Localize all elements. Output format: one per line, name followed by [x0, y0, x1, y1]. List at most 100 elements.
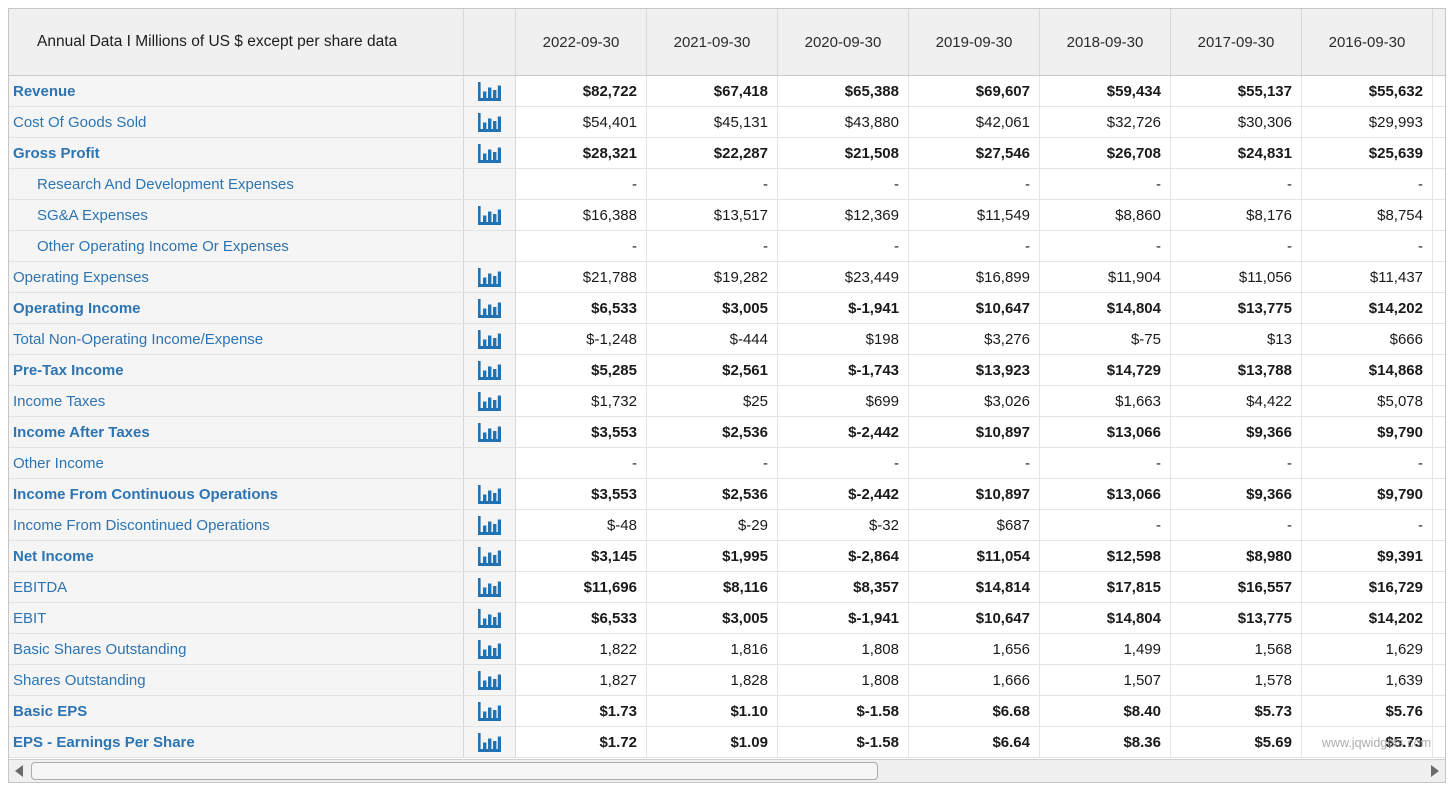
row-chart-button-cell[interactable]	[464, 138, 516, 168]
row-chart-button-cell[interactable]	[464, 107, 516, 137]
bar-chart-icon[interactable]	[478, 112, 501, 132]
row-label-link[interactable]: Other Income	[9, 448, 464, 478]
value-cell: $55,137	[1171, 76, 1302, 106]
value-cell: $11,437	[1302, 262, 1433, 292]
row-label-link[interactable]: Research And Development Expenses	[9, 169, 464, 199]
row-stub-cell	[1433, 324, 1445, 354]
row-chart-button-cell[interactable]	[464, 510, 516, 540]
row-chart-button-cell[interactable]	[464, 541, 516, 571]
row-label-link[interactable]: Pre-Tax Income	[9, 355, 464, 385]
row-label-link[interactable]: Basic Shares Outstanding	[9, 634, 464, 664]
row-label-link[interactable]: Income From Discontinued Operations	[9, 510, 464, 540]
bar-chart-icon[interactable]	[478, 608, 501, 628]
column-header-2016-09-30[interactable]: 2016-09-30	[1302, 9, 1433, 75]
value-cell: $43,880	[778, 107, 909, 137]
row-label-link[interactable]: Other Operating Income Or Expenses	[9, 231, 464, 261]
row-label-link[interactable]: Operating Expenses	[9, 262, 464, 292]
column-header-2017-09-30[interactable]: 2017-09-30	[1171, 9, 1302, 75]
bar-chart-icon[interactable]	[478, 205, 501, 225]
value-cell: 1,656	[909, 634, 1040, 664]
bar-chart-icon[interactable]	[478, 329, 501, 349]
bar-chart-icon[interactable]	[478, 639, 501, 659]
row-label-link[interactable]: Income Taxes	[9, 386, 464, 416]
value-cell: $28,321	[516, 138, 647, 168]
value-cell: $13,923	[909, 355, 1040, 385]
row-label-link[interactable]: EBITDA	[9, 572, 464, 602]
bar-chart-icon[interactable]	[478, 577, 501, 597]
bar-chart-icon[interactable]	[478, 701, 501, 721]
value-cell: $3,005	[647, 293, 778, 323]
bar-chart-icon[interactable]	[478, 267, 501, 287]
bar-chart-icon[interactable]	[478, 81, 501, 101]
row-chart-button-cell[interactable]	[464, 76, 516, 106]
row-chart-button-cell[interactable]	[464, 355, 516, 385]
bar-chart-icon[interactable]	[478, 422, 501, 442]
bar-chart-icon[interactable]	[478, 298, 501, 318]
value-cell: -	[909, 169, 1040, 199]
row-chart-button-cell[interactable]	[464, 293, 516, 323]
row-chart-button-cell[interactable]	[464, 386, 516, 416]
bar-chart-icon[interactable]	[478, 670, 501, 690]
row-chart-button-cell[interactable]	[464, 572, 516, 602]
row-label-link[interactable]: Revenue	[9, 76, 464, 106]
value-cell: $69,607	[909, 76, 1040, 106]
row-chart-button-cell[interactable]	[464, 727, 516, 757]
value-cell: $-48	[516, 510, 647, 540]
horizontal-scrollbar[interactable]	[9, 759, 1445, 782]
row-label-link[interactable]: Operating Income	[9, 293, 464, 323]
row-label-link[interactable]: EPS - Earnings Per Share	[9, 727, 464, 757]
row-label-link[interactable]: Income After Taxes	[9, 417, 464, 447]
bar-chart-icon[interactable]	[478, 732, 501, 752]
row-label-link[interactable]: Gross Profit	[9, 138, 464, 168]
row-label-link[interactable]: EBIT	[9, 603, 464, 633]
row-chart-button-cell[interactable]	[464, 262, 516, 292]
row-label-link[interactable]: Cost Of Goods Sold	[9, 107, 464, 137]
row-label-link[interactable]: Total Non-Operating Income/Expense	[9, 324, 464, 354]
row-label-link[interactable]: Net Income	[9, 541, 464, 571]
row-chart-button-cell[interactable]	[464, 603, 516, 633]
bar-chart-icon[interactable]	[478, 484, 501, 504]
scroll-left-button[interactable]	[9, 760, 29, 782]
table-row: EBITDA $11,696 $8,116 $8,357 $14,814 $17,815 $…	[9, 572, 1445, 603]
row-chart-button-cell[interactable]	[464, 634, 516, 664]
table-row: EBIT $6,533 $3,005 $-1,941 $10,647 $14,804 $13…	[9, 603, 1445, 634]
row-chart-button-cell	[464, 169, 516, 199]
bar-chart-icon[interactable]	[478, 360, 501, 380]
value-cell: $666	[1302, 324, 1433, 354]
value-cell: $6.68	[909, 696, 1040, 726]
row-chart-button-cell[interactable]	[464, 417, 516, 447]
value-cell: $-2,442	[778, 417, 909, 447]
bar-chart-icon[interactable]	[478, 391, 501, 411]
column-header-2019-09-30[interactable]: 2019-09-30	[909, 9, 1040, 75]
bar-chart-icon[interactable]	[478, 143, 501, 163]
value-cell: 1,808	[778, 665, 909, 695]
bar-chart-icon[interactable]	[478, 546, 501, 566]
value-cell: 1,629	[1302, 634, 1433, 664]
value-cell: $13,066	[1040, 417, 1171, 447]
value-cell: 1,639	[1302, 665, 1433, 695]
value-cell: $3,145	[516, 541, 647, 571]
row-chart-button-cell[interactable]	[464, 665, 516, 695]
row-chart-button-cell[interactable]	[464, 479, 516, 509]
value-cell: $8,860	[1040, 200, 1171, 230]
value-cell: $14,202	[1302, 293, 1433, 323]
scrollbar-thumb[interactable]	[31, 762, 878, 780]
bar-chart-icon[interactable]	[478, 515, 501, 535]
row-label-link[interactable]: Basic EPS	[9, 696, 464, 726]
column-header-2021-09-30[interactable]: 2021-09-30	[647, 9, 778, 75]
row-label-link[interactable]: SG&A Expenses	[9, 200, 464, 230]
row-chart-button-cell[interactable]	[464, 324, 516, 354]
scrollbar-track[interactable]	[29, 760, 1425, 782]
value-cell: $11,696	[516, 572, 647, 602]
column-header-2018-09-30[interactable]: 2018-09-30	[1040, 9, 1171, 75]
row-label-link[interactable]: Shares Outstanding	[9, 665, 464, 695]
column-header-2020-09-30[interactable]: 2020-09-30	[778, 9, 909, 75]
row-label-link[interactable]: Income From Continuous Operations	[9, 479, 464, 509]
value-cell: -	[1171, 448, 1302, 478]
scroll-right-button[interactable]	[1425, 760, 1445, 782]
row-chart-button-cell[interactable]	[464, 200, 516, 230]
column-header-2022-09-30[interactable]: 2022-09-30	[516, 9, 647, 75]
table-row: Gross Profit $28,321 $22,287 $21,508 $27,546…	[9, 138, 1445, 169]
value-cell: $-1,743	[778, 355, 909, 385]
row-chart-button-cell[interactable]	[464, 696, 516, 726]
